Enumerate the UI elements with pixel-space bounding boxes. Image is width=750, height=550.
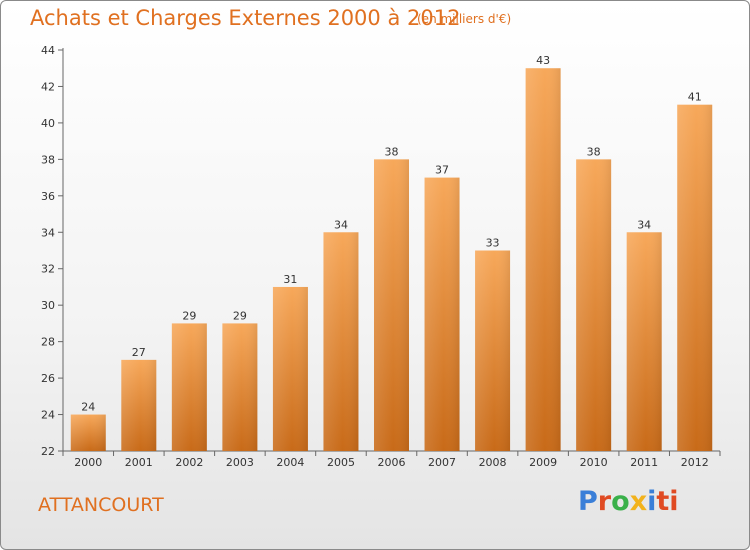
bar-shade	[171, 323, 207, 451]
bar-value-label: 34	[637, 218, 651, 231]
x-tick-label: 2009	[529, 456, 557, 469]
y-tick-label: 26	[41, 372, 55, 385]
bar-value-label: 29	[182, 309, 196, 322]
bar-shade	[424, 177, 460, 451]
chart-subtitle: (en milliers d'€)	[417, 12, 512, 26]
x-tick-label: 2012	[681, 456, 709, 469]
y-tick-label: 34	[41, 226, 55, 239]
bar-shade	[323, 232, 359, 451]
bar-shade	[475, 250, 511, 451]
bar-shade	[374, 159, 409, 451]
bar-value-label: 43	[536, 54, 550, 67]
y-tick-label: 38	[41, 153, 55, 166]
bar-shade	[576, 159, 612, 451]
x-tick-label: 2002	[175, 456, 203, 469]
bar-value-label: 34	[334, 218, 348, 231]
x-tick-label: 2008	[479, 456, 507, 469]
y-tick-label: 40	[41, 117, 55, 130]
bar-value-label: 38	[385, 145, 399, 158]
bar-value-label: 41	[688, 91, 702, 104]
y-tick-label: 22	[41, 445, 55, 458]
y-tick-label: 30	[41, 299, 55, 312]
x-tick-label: 2000	[74, 456, 102, 469]
value-labels: 24 27 29 29 31 34 38 37 33 43 38 34 41	[81, 54, 701, 413]
proxiti-logo: Proxiti	[578, 486, 679, 517]
chart-title: Achats et Charges Externes 2000 à 2012	[30, 6, 461, 30]
x-tick-label: 2007	[428, 456, 456, 469]
commune-name: ATTANCOURT	[38, 494, 164, 516]
x-tick-label: 2003	[226, 456, 254, 469]
bar-shade	[222, 323, 258, 451]
y-tick-label: 36	[41, 190, 55, 203]
x-tick-label: 2005	[327, 456, 355, 469]
bar-value-label: 24	[81, 401, 95, 414]
bar-value-label: 31	[283, 273, 297, 286]
bars	[70, 68, 713, 452]
x-tick-label: 2001	[125, 456, 153, 469]
bar-value-label: 27	[132, 346, 146, 359]
y-tick-label: 44	[41, 44, 55, 57]
bar-value-label: 29	[233, 309, 247, 322]
bar-shade	[626, 232, 662, 451]
x-tick-label: 2011	[630, 456, 658, 469]
bar-shade	[272, 286, 308, 451]
x-tick-label: 2010	[580, 456, 608, 469]
bar-value-label: 37	[435, 164, 449, 177]
y-tick-label: 32	[41, 263, 55, 276]
bar-value-label: 33	[486, 237, 500, 250]
x-tick-label: 2004	[276, 456, 304, 469]
y-tick-label: 28	[41, 336, 55, 349]
bar-shade	[121, 359, 157, 451]
y-tick-label: 24	[41, 409, 55, 422]
bar-shade	[525, 68, 561, 452]
bar-value-label: 38	[587, 145, 601, 158]
bar-shade	[677, 104, 713, 451]
bar-shade	[70, 414, 106, 451]
x-tick-label: 2006	[378, 456, 406, 469]
y-tick-label: 42	[41, 80, 55, 93]
